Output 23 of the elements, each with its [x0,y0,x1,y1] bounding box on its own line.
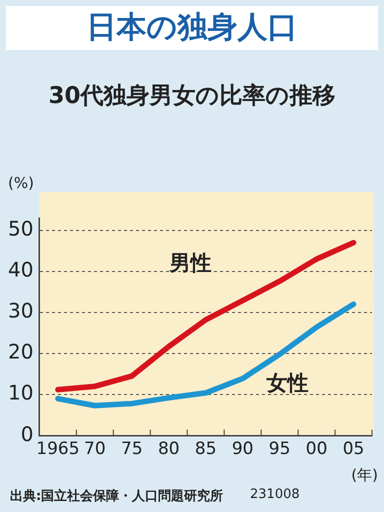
x-tick-label: 75 [121,439,143,460]
source-note: 出典:国立社会保障・人口問題研究所 [10,488,224,505]
text: 231008 [250,487,300,502]
y-tick-label: 0 [20,422,34,446]
y-tick-label: 10 [8,380,34,405]
x-tick-label: 05 [342,439,364,460]
x-tick-label: 80 [158,439,180,460]
x-tick-label: 85 [194,439,217,460]
x-tick-label: 00 [306,439,328,460]
chart-title: 日本の独身人口 [6,6,378,50]
series-label: 女性 [266,370,309,395]
x-tick-label: 95 [268,439,290,460]
y-axis-title: (%) [8,174,34,192]
y-tick-label: 20 [8,340,34,364]
x-axis-title: (年) [351,466,378,484]
y-tick-label: 50 [8,216,34,241]
y-tick-label: 40 [8,258,34,282]
chart-subtitle: 30代独身男女の比率の推移 [47,82,336,111]
x-tick-label: 90 [232,439,254,460]
y-tick-label: 30 [8,298,34,323]
x-tick-label: 1965 [36,439,80,460]
series-label: 男性 [168,250,212,275]
x-tick-label: 70 [84,439,106,460]
